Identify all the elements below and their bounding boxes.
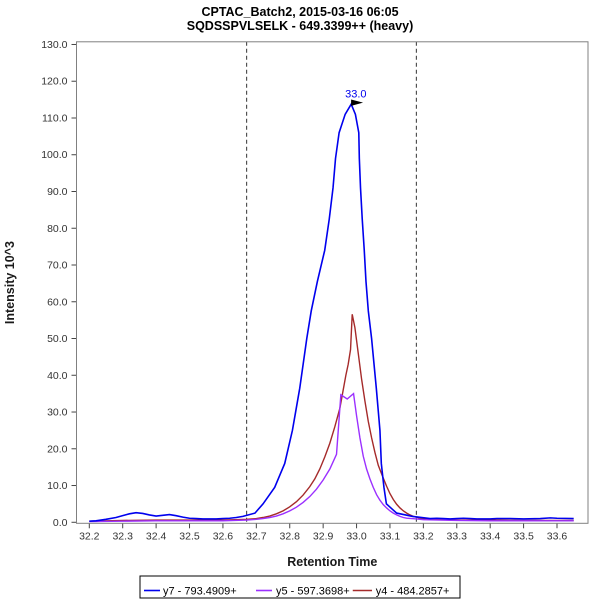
svg-text:33.3: 33.3 (447, 530, 468, 542)
svg-text:33.2: 33.2 (413, 530, 434, 542)
svg-text:50.0: 50.0 (47, 333, 68, 345)
svg-text:80.0: 80.0 (47, 223, 68, 235)
svg-text:10.0: 10.0 (47, 480, 68, 492)
svg-text:32.2: 32.2 (79, 530, 100, 542)
svg-text:y5 - 597.3698+: y5 - 597.3698+ (276, 586, 350, 598)
svg-text:32.9: 32.9 (313, 530, 334, 542)
svg-text:0.0: 0.0 (53, 517, 68, 529)
svg-text:Retention Time: Retention Time (287, 555, 377, 569)
svg-text:33.1: 33.1 (380, 530, 401, 542)
svg-text:40.0: 40.0 (47, 370, 68, 382)
svg-text:32.4: 32.4 (146, 530, 167, 542)
svg-text:130.0: 130.0 (41, 39, 67, 51)
svg-text:32.6: 32.6 (213, 530, 234, 542)
svg-text:120.0: 120.0 (41, 76, 67, 88)
svg-text:33.4: 33.4 (480, 530, 501, 542)
svg-text:90.0: 90.0 (47, 186, 68, 198)
svg-text:y7 - 793.4909+: y7 - 793.4909+ (163, 586, 237, 598)
svg-text:60.0: 60.0 (47, 296, 68, 308)
svg-text:70.0: 70.0 (47, 260, 68, 272)
svg-text:20.0: 20.0 (47, 443, 68, 455)
svg-text:Intensity 10^3: Intensity 10^3 (3, 241, 17, 324)
svg-text:100.0: 100.0 (41, 149, 67, 161)
svg-text:SQDSSPVLSELK - 649.3399++ (hea: SQDSSPVLSELK - 649.3399++ (heavy) (187, 19, 414, 33)
svg-text:33.0: 33.0 (345, 89, 366, 101)
svg-text:110.0: 110.0 (42, 112, 68, 124)
svg-text:33.6: 33.6 (547, 530, 568, 542)
svg-text:33.0: 33.0 (346, 530, 367, 542)
svg-text:CPTAC_Batch2, 2015-03-16 06:05: CPTAC_Batch2, 2015-03-16 06:05 (201, 5, 398, 19)
svg-text:32.3: 32.3 (112, 530, 133, 542)
svg-text:33.5: 33.5 (513, 530, 534, 542)
svg-text:y4 - 484.2857+: y4 - 484.2857+ (376, 586, 450, 598)
svg-text:32.8: 32.8 (280, 530, 301, 542)
svg-text:30.0: 30.0 (47, 407, 68, 419)
svg-text:32.7: 32.7 (246, 530, 267, 542)
svg-text:32.5: 32.5 (179, 530, 200, 542)
